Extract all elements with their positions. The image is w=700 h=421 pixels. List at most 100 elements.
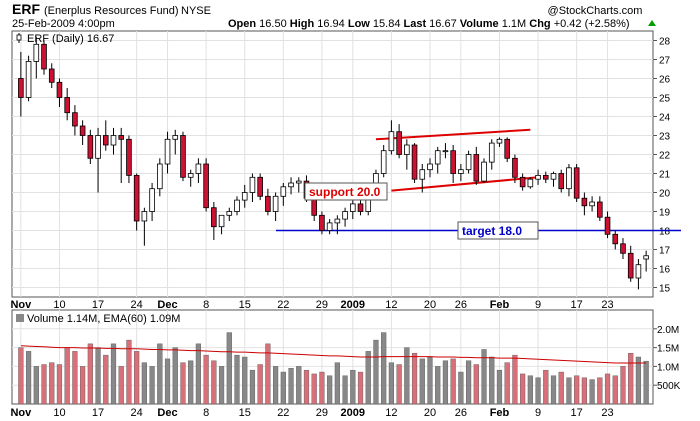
candle-down — [102, 135, 109, 146]
quote-open-label: Open — [228, 18, 259, 30]
volume-panel: 500K 1.0M 1.5M 2.0M Volume 1.14M, EMA(60) 1… — [11, 309, 681, 405]
candle-down — [211, 207, 217, 228]
x-axis-bottom-tick-label: 23 — [601, 407, 613, 419]
candle-up — [419, 169, 426, 180]
candle-up — [488, 142, 495, 163]
volume-bar — [388, 362, 394, 405]
candle-up — [380, 150, 387, 174]
candle-up — [172, 135, 179, 140]
candle-down — [118, 135, 125, 140]
price-tick-label: 25 — [659, 94, 671, 105]
x-axis-top-tick-label: 22 — [277, 299, 289, 311]
price-tick-label: 26 — [659, 75, 671, 86]
company-name: (Enerplus Resources Fund) — [44, 5, 179, 17]
price-panel: 15 16 17 18 19 20 21 22 23 24 25 26 27 28 ERF (Daily)… — [11, 30, 681, 298]
volume-bar — [280, 371, 286, 405]
volume-bar — [496, 369, 503, 405]
volume-bar — [411, 353, 418, 405]
volume-bar — [473, 364, 479, 405]
volume-tick-label: 2.0M — [657, 325, 679, 336]
volume-bar — [350, 369, 356, 405]
candle-down — [87, 135, 94, 159]
support-annotation: support 20.0 — [304, 182, 388, 201]
volume-bar — [643, 360, 649, 405]
volume-bar — [103, 354, 109, 405]
candle-up — [272, 195, 279, 212]
x-axis-bottom-tick-label: 8 — [203, 407, 209, 419]
support-label: support 20.0 — [309, 185, 381, 199]
volume-bar — [628, 353, 634, 405]
chart-header: ERF (Enerplus Resources Fund) NYSE 25-Fe… — [12, 1, 656, 30]
x-axis-top-tick-label: 8 — [203, 299, 209, 311]
quote-high-label: High — [287, 18, 318, 30]
quote-date: 25-Feb-2009 4:00pm — [12, 18, 115, 30]
quote-last-value: 16.67 — [429, 18, 457, 30]
volume-bar — [41, 364, 47, 405]
volume-bar — [25, 351, 32, 405]
x-axis-top-tick-label: 9 — [535, 299, 541, 311]
candle-down — [411, 144, 418, 180]
candle-down — [257, 176, 263, 197]
candle-down — [450, 150, 456, 174]
volume-bar — [574, 375, 580, 405]
volume-bar — [481, 349, 487, 405]
volume-bar — [95, 347, 101, 405]
x-axis-bottom: Nov 10 17 24 Dec 8 15 22 29 2009 12 20 26 Feb 9 17 23 — [10, 407, 613, 419]
candle-down — [597, 201, 603, 218]
candle-down — [573, 167, 580, 199]
volume-bar — [589, 379, 595, 405]
candle-up — [288, 182, 294, 188]
x-axis-top-tick-label: Feb — [490, 299, 510, 311]
candle-up — [635, 264, 642, 279]
x-axis-top-tick-label: 10 — [53, 299, 65, 311]
candle-down — [558, 173, 565, 190]
x-axis-bottom-tick-label: 2009 — [341, 407, 365, 419]
candle-down — [473, 154, 480, 182]
volume-bar — [543, 369, 549, 405]
x-axis-top-tick-label: 29 — [316, 299, 328, 311]
price-tick-label: 24 — [659, 113, 671, 124]
volume-bar — [110, 343, 117, 405]
candle-down — [133, 174, 140, 222]
volume-bar — [458, 371, 464, 405]
volume-tick-label: 1.5M — [657, 344, 679, 355]
x-axis-bottom-tick-label: 17 — [571, 407, 583, 419]
candle-down — [79, 125, 86, 136]
x-axis-top-tick-label: 20 — [424, 299, 436, 311]
volume-legend: Volume 1.14M, EMA(60) 1.09M — [16, 313, 180, 325]
x-axis-top-tick-label: 2009 — [341, 299, 365, 311]
candle-down — [265, 195, 271, 212]
price-panel-frame — [11, 30, 654, 298]
volume-bar — [249, 369, 256, 405]
x-axis-top-tick-label: 23 — [601, 299, 613, 311]
price-tick-label: 19 — [659, 208, 671, 219]
quote-last-label: Last — [400, 18, 429, 30]
candle-down — [56, 81, 63, 98]
candle-down — [604, 216, 611, 235]
channel-trend-line — [391, 176, 539, 192]
volume-bar — [234, 354, 240, 405]
quote-low-value: 15.84 — [373, 18, 401, 30]
quote-high-value: 16.94 — [317, 18, 345, 30]
volume-bar — [342, 375, 348, 405]
candle-up — [589, 201, 595, 207]
candle-down — [126, 138, 132, 176]
price-tick-label: 27 — [659, 56, 671, 67]
volume-legend-text: Volume 1.14M, EMA(60) 1.09M — [27, 313, 180, 325]
candle-up — [95, 135, 101, 159]
candle-up — [249, 176, 256, 193]
volume-bar — [373, 339, 379, 405]
candle-down — [48, 68, 55, 83]
candle-up — [141, 211, 148, 222]
candle-down — [357, 203, 364, 212]
candle-up — [33, 43, 40, 62]
quote-line: Open 16.50 High 16.94 Low 15.84 Last 16.… — [228, 18, 630, 30]
candle-up — [326, 222, 333, 231]
candle-up — [550, 173, 557, 180]
quote-volume-label: Volume — [457, 18, 502, 30]
candle-up — [388, 131, 395, 152]
target-annotation: target 18.0 — [457, 221, 539, 240]
volume-bar — [334, 362, 340, 405]
volume-bar — [303, 369, 310, 405]
volume-bar — [581, 377, 587, 405]
